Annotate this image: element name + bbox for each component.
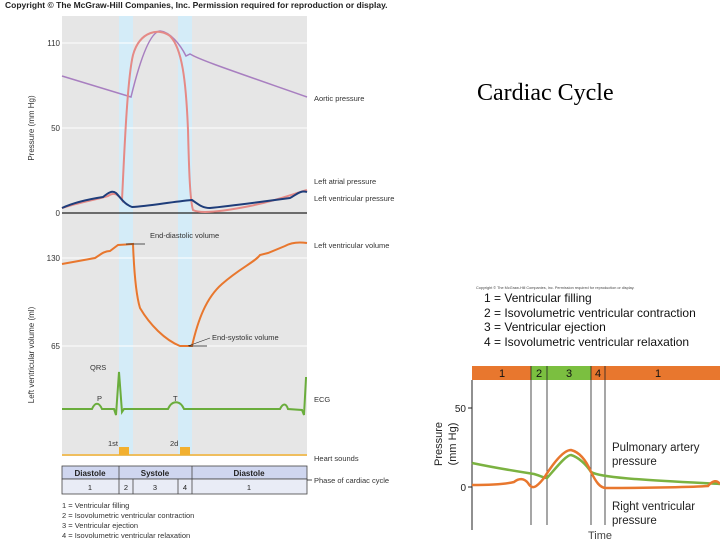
right-phase-legend: 1 = Ventricular filling 2 = Isovolumetri…	[484, 291, 696, 349]
phase-bar-3	[547, 366, 591, 380]
phase-number-1b: 1	[247, 483, 251, 492]
pressure-tick-0: 0	[56, 209, 61, 218]
second-heart-sound-label: 2d	[170, 439, 178, 448]
left-atrial-pressure-curve	[61, 190, 308, 210]
first-heart-sound-marker	[119, 447, 129, 455]
phase-table: Diastole Systole Diastole 1 2 3 4 1	[61, 465, 308, 495]
pulmonary-label-2: pressure	[612, 456, 657, 468]
rv-label-2: pressure	[612, 515, 657, 527]
ecg-label: ECG	[314, 395, 330, 404]
qrs-label: QRS	[90, 363, 106, 372]
right-tick-50: 50	[455, 404, 467, 415]
aortic-pressure-label: Aortic pressure	[314, 94, 364, 103]
pressure-tick-50: 50	[51, 124, 60, 133]
p-wave-label: P	[97, 394, 102, 403]
left-legend-3: 3 = Ventricular ejection	[62, 521, 138, 530]
left-atrial-pressure-label: Left atrial pressure	[314, 177, 376, 186]
end-systolic-volume-label: End-systolic volume	[212, 333, 279, 342]
right-legend-4: 4 = Isovolumetric ventricular relaxation	[484, 334, 690, 349]
phase-number-4: 4	[183, 483, 187, 492]
left-ventricular-pressure-curve	[61, 30, 308, 214]
second-heart-sound-marker	[180, 447, 190, 455]
pulmonary-artery-pressure-curve	[471, 453, 720, 486]
rv-label-1: Right ventricular	[612, 501, 695, 513]
end-systolic-leader	[187, 337, 211, 347]
phase-header-systole: Systole	[141, 469, 170, 478]
phase-bar-2	[531, 366, 547, 380]
left-ventricular-volume-curve	[61, 241, 308, 347]
phase-number-3: 3	[153, 483, 157, 492]
right-copyright-notice: Copyright © The McGraw-Hill Companies, I…	[476, 286, 635, 290]
right-phase-2: 2	[536, 368, 542, 380]
right-legend-1: 1 = Ventricular filling	[484, 291, 592, 305]
right-phase-1b: 1	[655, 368, 661, 380]
volume-axis-label: Left ventricular volume (ml)	[27, 306, 36, 403]
left-cardiac-cycle-figure: Pressure (mm Hg) Left ventricular volume…	[27, 16, 394, 540]
t-wave-label: T	[173, 394, 178, 403]
pulmonary-label-1: Pulmonary artery	[612, 442, 700, 454]
heart-sounds-label: Heart sounds	[314, 454, 359, 463]
right-y-label-2: (mm Hg)	[447, 423, 459, 466]
phase-header-diastole-2: Diastole	[233, 469, 265, 478]
left-legend-2: 2 = Isovolumetric ventricular contractio…	[62, 511, 194, 520]
left-ventricular-volume-label: Left ventricular volume	[314, 241, 389, 250]
time-axis-label: Time	[588, 530, 612, 540]
phase-of-cycle-label: Phase of cardiac cycle	[314, 476, 389, 485]
right-y-label-1: Pressure	[433, 422, 445, 466]
pressure-tick-110: 110	[47, 39, 60, 48]
end-diastolic-volume-label: End-diastolic volume	[150, 231, 219, 240]
pressure-axis-label: Pressure (mm Hg)	[27, 95, 36, 161]
right-tick-0: 0	[460, 483, 466, 494]
right-phase-3: 3	[566, 368, 572, 380]
slide-title: Cardiac Cycle	[477, 80, 614, 106]
ecg-trace	[62, 371, 307, 416]
right-phase-1a: 1	[499, 368, 505, 380]
phase-number-2: 2	[124, 483, 128, 492]
right-ventricular-pressure-curve	[471, 448, 720, 490]
right-ventricle-figure: 1 2 3 4 1 50 0 Pressure (mm Hg) Pulmonar…	[433, 366, 720, 540]
phase-number-1a: 1	[88, 483, 92, 492]
left-legend-1: 1 = Ventricular filling	[62, 501, 129, 510]
first-heart-sound-label: 1st	[108, 439, 119, 448]
aortic-pressure-curve	[61, 30, 308, 98]
right-legend-3: 3 = Ventricular ejection	[484, 320, 606, 334]
phase-header-diastole-1: Diastole	[74, 469, 106, 478]
left-legend-4: 4 = Isovolumetric ventricular relaxation	[62, 531, 190, 540]
copyright-notice: Copyright © The McGraw-Hill Companies, I…	[5, 0, 388, 10]
volume-tick-65: 65	[51, 342, 60, 351]
left-ventricular-pressure-label: Left ventricular pressure	[314, 194, 394, 203]
right-phase-4: 4	[595, 368, 601, 380]
volume-tick-130: 130	[47, 254, 61, 263]
right-legend-2: 2 = Isovolumetric ventricular contractio…	[484, 305, 696, 320]
